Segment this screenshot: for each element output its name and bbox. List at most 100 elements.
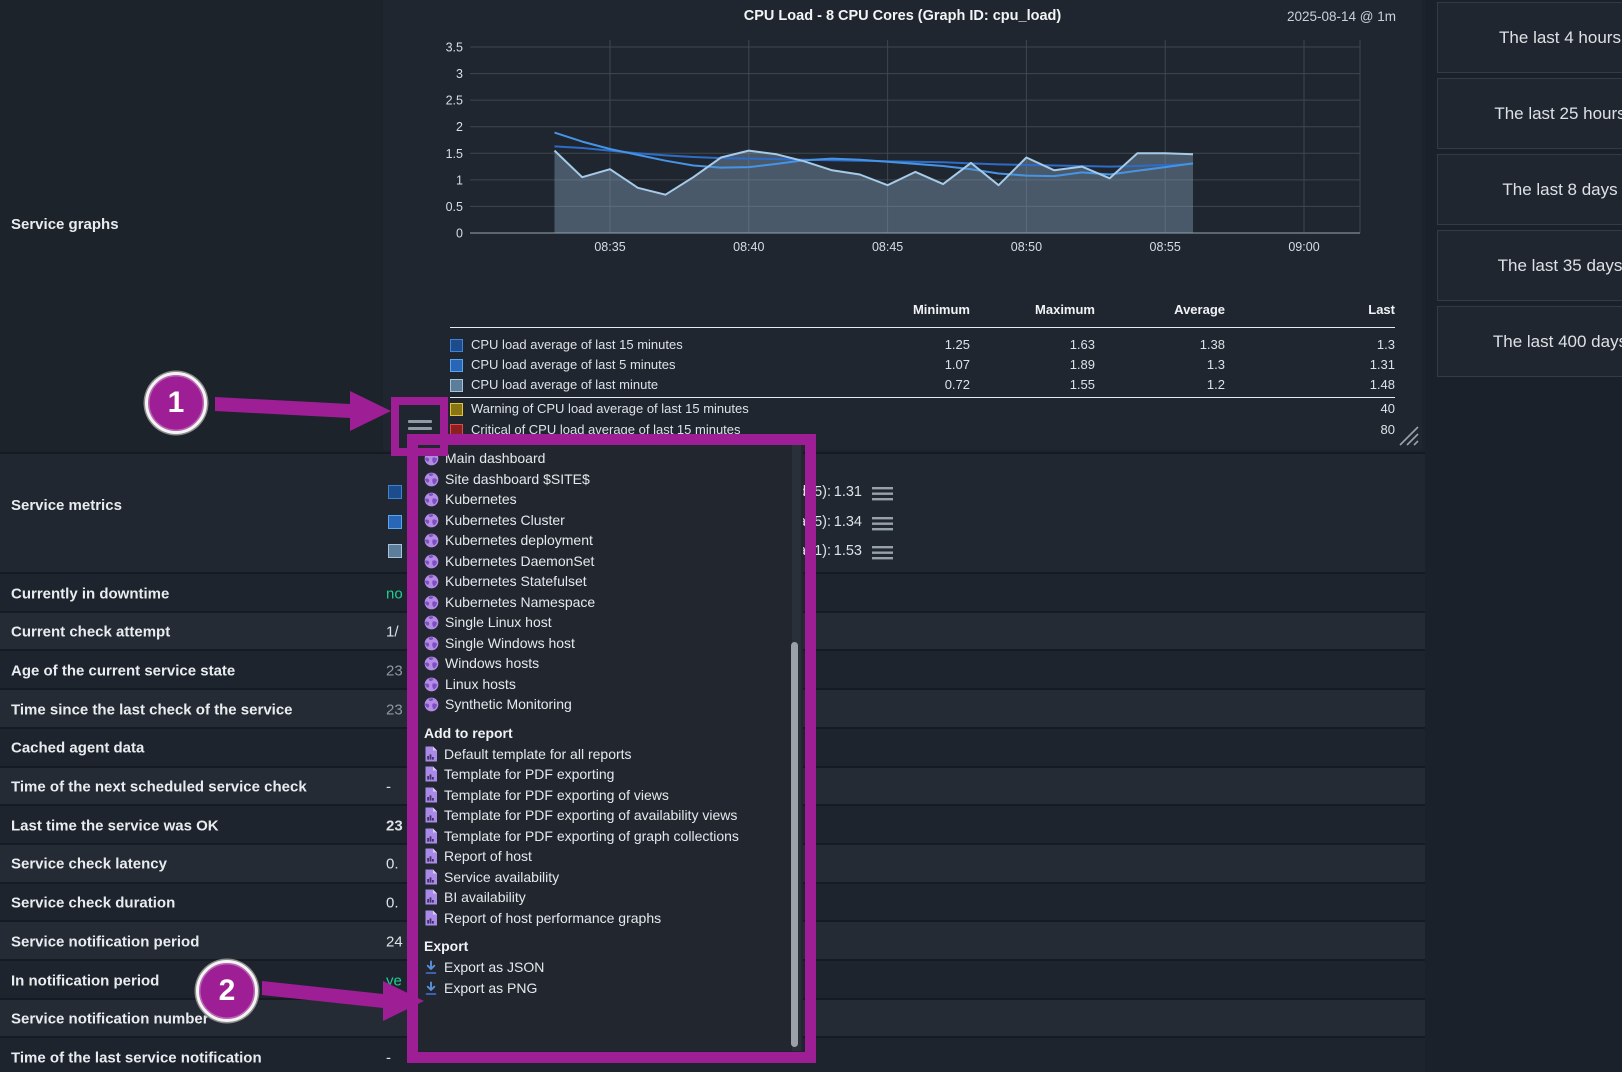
globe-icon	[424, 636, 439, 650]
report-icon	[425, 869, 437, 884]
metric-value: 1.53	[833, 543, 862, 560]
menu-item-label: Windows hosts	[445, 655, 540, 671]
menu-item-export-as-png[interactable]: Export as PNG	[424, 978, 803, 999]
globe-icon	[424, 677, 439, 691]
svg-text:08:50: 08:50	[1011, 240, 1042, 254]
metric-swatch	[388, 514, 402, 529]
menu-item-site-dashboard-site-[interactable]: Site dashboard $SITE$	[424, 469, 803, 490]
globe-icon	[424, 492, 439, 507]
svg-text:3: 3	[456, 67, 463, 81]
menu-item-kubernetes-daemonset[interactable]: Kubernetes DaemonSet	[424, 551, 803, 572]
report-icon	[425, 848, 437, 864]
annotation-step-2: 2	[196, 960, 258, 1022]
globe-icon	[424, 615, 439, 630]
report-icon	[425, 746, 437, 761]
legend-value: 0.72	[944, 377, 970, 392]
menu-item-default-template-for-all-reports[interactable]: Default template for all reports	[424, 744, 803, 765]
menu-item-single-linux-host[interactable]: Single Linux host	[424, 612, 803, 633]
legend-value: 1.48	[1369, 377, 1395, 392]
legend-value: 1.25	[944, 337, 970, 352]
info-row-label: Age of the current service state	[11, 662, 236, 680]
time-range-label: The last 35 days	[1497, 255, 1622, 275]
report-icon	[425, 889, 437, 905]
metric-menu-button[interactable]	[872, 516, 893, 537]
svg-text:2.5: 2.5	[446, 94, 463, 108]
metric-menu-button[interactable]	[872, 545, 893, 566]
menu-item-kubernetes-cluster[interactable]: Kubernetes Cluster	[424, 510, 803, 531]
menu-scrollbar-track[interactable]	[791, 445, 801, 1051]
globe-icon	[424, 656, 439, 671]
menu-item-kubernetes-deployment[interactable]: Kubernetes deployment	[424, 530, 803, 551]
graph-panel: CPU Load - 8 CPU Cores (Graph ID: cpu_lo…	[383, 0, 1422, 450]
time-range-label: The last 8 days	[1502, 179, 1618, 199]
svg-text:08:40: 08:40	[733, 240, 764, 254]
svg-text:08:55: 08:55	[1150, 240, 1181, 254]
resize-grip-icon[interactable]	[1396, 423, 1420, 447]
svg-text:1: 1	[456, 173, 463, 187]
info-row-label: In notification period	[11, 972, 160, 989]
info-row-label: Currently in downtime	[11, 585, 170, 602]
menu-item-kubernetes-statefulset[interactable]: Kubernetes Statefulset	[424, 571, 803, 592]
menu-item-synthetic-monitoring[interactable]: Synthetic Monitoring	[424, 694, 803, 715]
menu-item-report-of-host[interactable]: Report of host	[424, 846, 803, 867]
legend-value: 1.55	[1069, 377, 1095, 392]
legend-value: 1.38	[1199, 337, 1225, 352]
legend-col-header: Minimum	[912, 302, 970, 317]
menu-scrollbar-thumb[interactable]	[791, 642, 798, 1047]
menu-item-template-for-pdf-exporting-of-availability-views[interactable]: Template for PDF exporting of availabili…	[424, 805, 803, 826]
menu-item-label: Single Windows host	[445, 634, 575, 651]
info-row-label: Cached agent data	[11, 739, 145, 757]
hamburger-icon	[872, 487, 893, 501]
info-row-value: no	[386, 585, 403, 602]
report-icon	[425, 910, 437, 925]
menu-item-kubernetes-namespace[interactable]: Kubernetes Namespace	[424, 592, 803, 613]
globe-icon	[424, 533, 439, 548]
info-row-value: 23	[386, 817, 403, 835]
time-range-card[interactable]: The last 4 hours	[1437, 2, 1622, 73]
menu-item-label: Main dashboard	[445, 450, 546, 466]
graph-dropdown-menu: Main dashboard Site dashboard $SITE$ Kuber…	[418, 445, 803, 1051]
menu-item-report-of-host-performance-graphs[interactable]: Report of host performance graphs	[424, 908, 803, 929]
info-row-label: Time of the next scheduled service check	[11, 778, 307, 796]
svg-text:0: 0	[456, 227, 463, 241]
menu-item-label: Report of host performance graphs	[444, 909, 662, 926]
legend-value: 40	[1380, 401, 1395, 416]
menu-item-service-availability[interactable]: Service availability	[424, 867, 803, 888]
menu-item-template-for-pdf-exporting[interactable]: Template for PDF exporting	[424, 764, 803, 785]
metric-menu-button[interactable]	[872, 486, 893, 507]
menu-item-main-dashboard[interactable]: Main dashboard	[424, 448, 803, 469]
globe-icon	[424, 554, 439, 568]
menu-item-export-as-json[interactable]: Export as JSON	[424, 957, 803, 978]
legend-swatch	[450, 379, 463, 392]
menu-item-template-for-pdf-exporting-of-graph-collections[interactable]: Template for PDF exporting of graph coll…	[424, 826, 803, 847]
info-row-label: Service check latency	[11, 855, 167, 873]
download-icon	[425, 960, 437, 974]
service-metrics-label: Service metrics	[11, 497, 122, 514]
svg-text:09:00: 09:00	[1288, 240, 1319, 254]
menu-item-kubernetes[interactable]: Kubernetes	[424, 489, 803, 510]
menu-item-linux-hosts[interactable]: Linux hosts	[424, 674, 803, 695]
info-row-value: -	[386, 1049, 391, 1067]
info-row-label: Last time the service was OK	[11, 817, 219, 835]
time-range-label: The last 400 days	[1492, 331, 1622, 351]
svg-text:0.5: 0.5	[446, 200, 463, 214]
menu-item-windows-hosts[interactable]: Windows hosts	[424, 653, 803, 674]
time-range-card[interactable]: The last 25 hours	[1437, 78, 1622, 149]
menu-item-template-for-pdf-exporting-of-views[interactable]: Template for PDF exporting of views	[424, 785, 803, 806]
time-range-card[interactable]: The last 8 days	[1437, 154, 1622, 225]
menu-header-export: Export	[424, 938, 469, 954]
menu-item-bi-availability[interactable]: BI availability	[424, 887, 803, 908]
graph-timestamp: 2025-08-14 @ 1m	[1286, 9, 1396, 24]
info-row-value: -	[386, 778, 391, 796]
menu-item-label: Template for PDF exporting	[444, 766, 615, 782]
legend-col-header: Last	[1368, 302, 1395, 317]
legend-divider	[450, 397, 1395, 398]
legend-label: CPU load average of last minute	[471, 377, 659, 392]
time-range-card[interactable]: The last 35 days	[1437, 230, 1622, 301]
legend-swatch	[450, 403, 463, 416]
menu-item-single-windows-host[interactable]: Single Windows host	[424, 633, 803, 654]
cpu-load-chart[interactable]: 0 0.5 1 1.5 2 2.5 3 3.5 08:35 08:40 08:45 08:50 08:5…	[383, 0, 1422, 262]
time-range-card[interactable]: The last 400 days	[1437, 306, 1622, 377]
info-row-value: 0.	[386, 894, 399, 912]
graph-menu-button[interactable]	[403, 413, 437, 443]
